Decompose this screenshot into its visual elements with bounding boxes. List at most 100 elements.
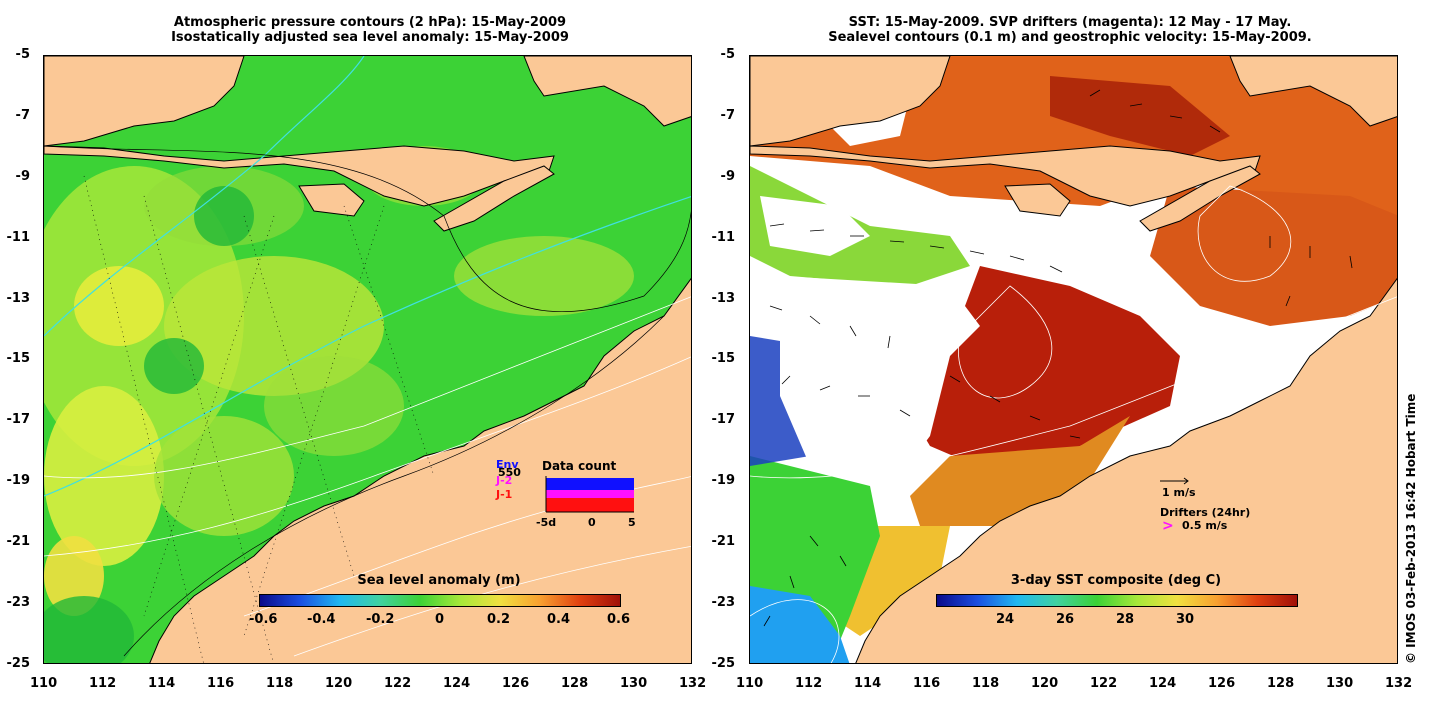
x-tick: 116 <box>207 676 235 691</box>
y-tick: -9 <box>15 169 30 184</box>
y-tick: -5 <box>15 47 30 62</box>
sla-patch <box>74 266 164 346</box>
x-tick: 118 <box>972 676 1000 691</box>
x-tick: 130 <box>620 676 648 691</box>
right-x-axis: 110 112 114 116 118 120 122 124 126 128 … <box>706 676 1426 696</box>
sla-contour <box>1197 185 1292 282</box>
sst-warm-east <box>1150 186 1397 326</box>
y-tick: -25 <box>711 656 736 671</box>
sla-colorbar-ticks: -0.6 -0.4 -0.2 0 0.2 0.4 0.6 <box>249 612 630 628</box>
x-tick: 114 <box>148 676 176 691</box>
inset-extra-label: 550 <box>498 466 521 479</box>
y-tick: -13 <box>711 291 736 306</box>
inset-bar-j1 <box>546 498 634 512</box>
right-y-axis: -5 -7 -9 -11 -13 -15 -17 -19 -21 -23 -25 <box>705 0 747 710</box>
left-x-axis: 110 112 114 116 118 120 122 124 126 128 … <box>0 676 720 696</box>
sla-contour <box>750 599 840 663</box>
left-map-graphic <box>44 56 691 663</box>
y-tick: -21 <box>6 534 31 549</box>
right-title-line1: SST: 15-May-2009. SVP drifters (magenta)… <box>848 15 1292 30</box>
sla-tick: -0.6 <box>249 612 278 627</box>
inset-series-j2: J-2 <box>496 474 513 487</box>
x-tick: 112 <box>795 676 823 691</box>
sla-patch <box>454 236 634 316</box>
sst-colorbar-label: 3-day SST composite (deg C) <box>1010 573 1222 588</box>
y-tick: -5 <box>720 47 735 62</box>
velocity-legend: 1 m/s Drifters (24hr) > 0.5 m/s <box>1160 474 1280 554</box>
sst-tick: 26 <box>1056 612 1075 627</box>
inset-xtick: 0 <box>588 516 596 529</box>
y-tick: -15 <box>6 351 31 366</box>
sst-southcoast <box>910 416 1130 526</box>
sla-colorbar-label: Sea level anomaly (m) <box>357 573 521 588</box>
right-map-graphic <box>750 56 1397 663</box>
x-tick: 120 <box>325 676 353 691</box>
sla-contour <box>958 285 1053 399</box>
x-tick: 128 <box>1267 676 1295 691</box>
y-tick: -7 <box>720 108 735 123</box>
drifter-speed-label: 0.5 m/s <box>1182 519 1228 532</box>
y-tick: -19 <box>6 473 31 488</box>
velocity-scale-label: 1 m/s <box>1162 486 1196 499</box>
right-map: 1 m/s Drifters (24hr) > 0.5 m/s 3-day SS… <box>749 55 1398 664</box>
y-tick: -17 <box>6 412 31 427</box>
shelf-contour <box>44 145 691 312</box>
sst-blue-sw <box>750 586 850 663</box>
y-tick: -23 <box>711 595 736 610</box>
sla-tick: 0.2 <box>487 612 511 627</box>
y-tick: -7 <box>15 108 30 123</box>
inset-series-env: Env <box>496 458 519 471</box>
sst-tick: 24 <box>996 612 1015 627</box>
y-tick: -13 <box>6 291 31 306</box>
drifter-symbol: > <box>1162 518 1174 534</box>
left-title-line1: Atmospheric pressure contours (2 hPa): 1… <box>173 15 567 30</box>
y-tick: -9 <box>720 169 735 184</box>
inset-xtick: 5 <box>628 516 636 529</box>
sst-colorbar-ticks: 24 26 28 30 <box>936 612 1298 628</box>
x-tick: 132 <box>1385 676 1413 691</box>
y-tick: -25 <box>6 656 31 671</box>
cloud-mask <box>780 276 980 476</box>
altimeter-track <box>143 215 275 617</box>
pressure-contour <box>44 196 691 497</box>
sla-contour <box>243 476 691 617</box>
x-tick: 124 <box>443 676 471 691</box>
x-tick: 112 <box>89 676 117 691</box>
inset-xtick: -5d <box>536 516 557 529</box>
x-tick: 110 <box>736 676 764 691</box>
y-tick: -11 <box>6 230 31 245</box>
velocity-arrows <box>763 89 1353 627</box>
north-islands <box>1229 56 1397 127</box>
y-tick: -17 <box>711 412 736 427</box>
x-tick: 132 <box>679 676 707 691</box>
drifters-label: Drifters (24hr) <box>1160 506 1251 519</box>
sla-patch <box>144 338 204 394</box>
x-tick: 126 <box>502 676 530 691</box>
sla-contour <box>44 356 691 557</box>
sla-colorbar <box>259 594 621 607</box>
x-tick: 122 <box>384 676 412 691</box>
sla-tick: 0 <box>435 612 445 627</box>
velocity-scale-arrow <box>1160 477 1189 485</box>
sla-tick: 0.6 <box>607 612 631 627</box>
y-tick: -15 <box>711 351 736 366</box>
sla-patch <box>44 536 104 616</box>
x-tick: 120 <box>1031 676 1059 691</box>
y-tick: -11 <box>711 230 736 245</box>
y-tick: -23 <box>6 595 31 610</box>
x-tick: 110 <box>30 676 58 691</box>
left-panel-title: Atmospheric pressure contours (2 hPa): 1… <box>90 15 650 45</box>
left-map: Data count Env 550 J-2 J-1 -5d 0 5 Sea l… <box>43 55 692 664</box>
altimeter-track <box>243 205 385 637</box>
right-title-line2: Sealevel contours (0.1 m) and geostrophi… <box>828 30 1312 45</box>
sla-patch <box>264 356 404 456</box>
x-tick: 126 <box>1208 676 1236 691</box>
x-tick: 116 <box>913 676 941 691</box>
y-tick: -19 <box>711 473 736 488</box>
shelf-contour <box>123 315 665 657</box>
sst-colorbar <box>936 594 1298 607</box>
x-tick: 114 <box>854 676 882 691</box>
sla-patch <box>44 596 134 663</box>
altimeter-track <box>143 195 274 663</box>
left-title-line2: Isostatically adjusted sea level anomaly… <box>171 30 569 45</box>
